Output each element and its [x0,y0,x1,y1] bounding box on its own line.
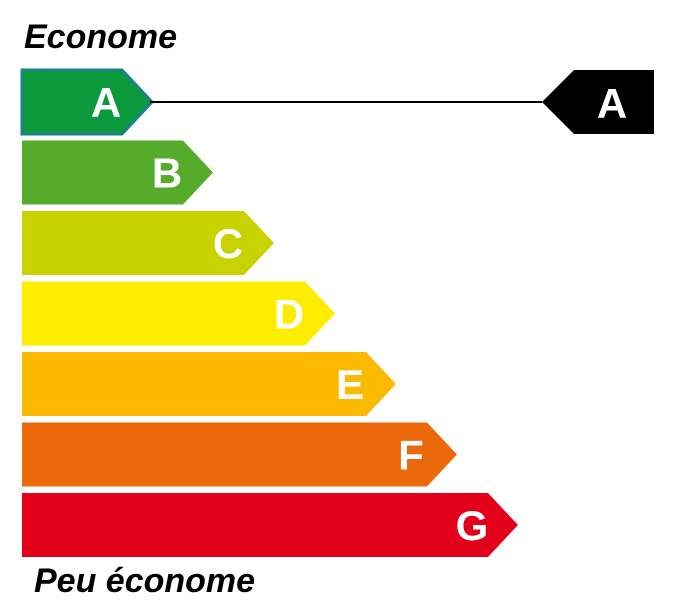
rating-marker: A [542,70,654,134]
class-bar-shape [22,211,274,275]
class-bar-shape [22,281,335,346]
class-letter: E [336,361,364,408]
class-bar-d: D [22,281,335,346]
class-bar-shape [22,140,213,205]
inefficient-label: Peu économe [34,562,256,600]
class-bar-e: E [22,352,396,416]
class-letter: A [91,79,121,126]
class-bar-shape [20,68,155,136]
class-bar-shape [22,493,518,557]
rating-letter: A [597,80,627,127]
class-bar-shape [22,422,457,487]
class-bar-a: A [20,68,155,136]
class-bar-f: F [22,422,457,487]
efficient-label: Econome [24,18,178,56]
class-bar-g: G [22,493,518,557]
class-letter: C [213,220,243,267]
rating-arrow [542,70,654,134]
class-letter: F [398,432,424,479]
class-letter: D [274,291,304,338]
class-bar-shape [22,352,396,416]
class-letter: B [152,150,182,197]
class-letter: G [456,502,489,549]
class-bar-b: B [22,140,213,205]
class-bar-c: C [22,211,274,275]
